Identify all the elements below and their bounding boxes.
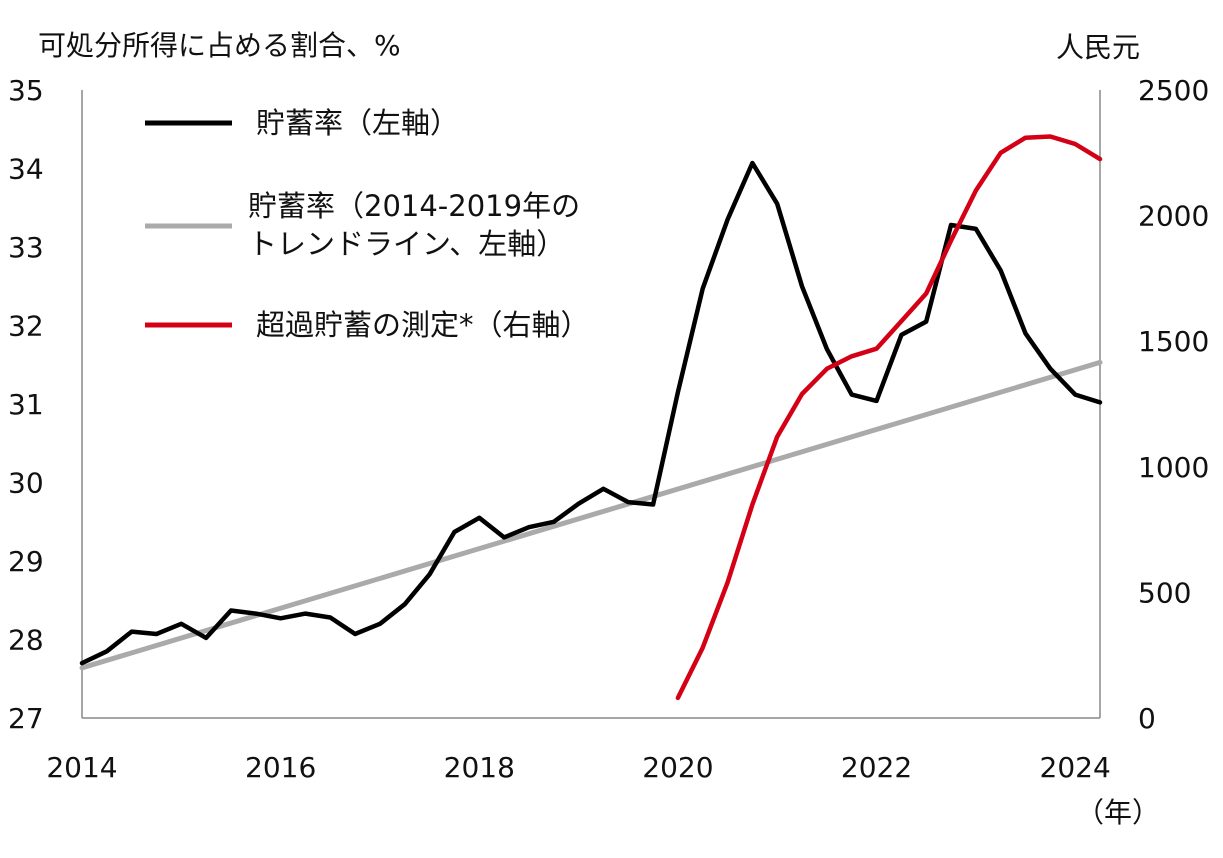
legend-label-excess-savings: 超過貯蓄の測定*（右軸） [256,308,590,342]
x-tick-label: 2014 [46,751,117,784]
y-right-axis-title: 人民元 [1056,31,1140,64]
y-right-tick-label: 0 [1138,702,1156,735]
y-left-tick-label: 27 [8,702,44,735]
legend-label-trendline-line1: 貯蓄率（2014-2019年の [248,189,580,223]
y-left-tick-label: 29 [8,545,44,578]
x-tick-labels: 2014 2016 2018 2020 2022 2024 [46,751,1110,784]
x-tick-label: 2024 [1040,751,1111,784]
y-right-tick-label: 2500 [1138,74,1209,107]
x-tick-label: 2016 [245,751,316,784]
legend-label-savings-rate: 貯蓄率（左軸） [256,106,459,140]
y-left-axis-title: 可処分所得に占める割合、% [38,29,401,62]
y-left-tick-label: 33 [8,231,44,264]
y-right-tick-label: 1000 [1138,451,1209,484]
x-axis-unit: （年） [1076,796,1160,829]
y-right-tick-label: 500 [1138,576,1191,609]
x-tick-label: 2020 [642,751,713,784]
y-right-tick-label: 2000 [1138,200,1209,233]
series-layer [79,134,1103,701]
y-left-tick-label: 30 [8,467,44,500]
y-right-tick-label: 1500 [1138,325,1209,358]
y-left-tick-label: 32 [8,310,44,343]
y-left-tick-labels: 35 34 33 32 31 30 29 28 27 [8,74,44,735]
excess-savings-line [675,134,1103,701]
legend-label-trendline-line2: トレンドライン、左軸） [248,227,565,261]
y-left-tick-label: 31 [8,388,44,421]
y-right-tick-labels: 2500 2000 1500 1000 500 0 [1138,74,1209,735]
y-left-tick-label: 34 [8,153,44,186]
y-left-tick-label: 28 [8,624,44,657]
y-left-tick-label: 35 [8,74,44,107]
legend: 貯蓄率（左軸） 貯蓄率（2014-2019年の トレンドライン、左軸） 超過貯蓄… [145,106,590,342]
x-tick-label: 2018 [444,751,515,784]
x-tick-label: 2022 [841,751,912,784]
trendline [79,359,1103,671]
savings-rate-line [79,160,1103,666]
